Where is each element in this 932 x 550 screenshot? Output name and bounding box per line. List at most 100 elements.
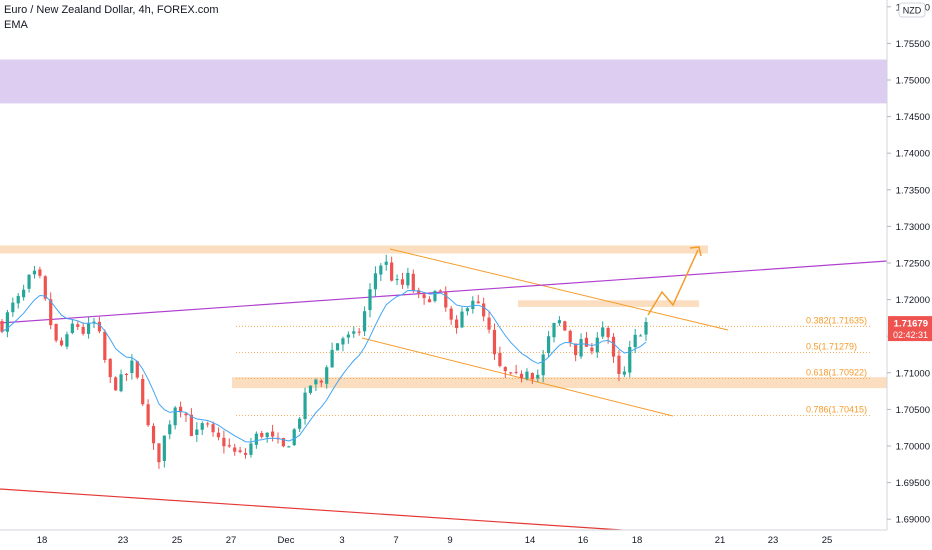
candle-body [379, 265, 383, 275]
candle [325, 365, 329, 389]
candle [357, 327, 361, 336]
candle [362, 306, 367, 336]
fib-label: 0.5(1.71279) [806, 341, 857, 351]
last-price-bg [888, 316, 932, 342]
candle-body [341, 338, 345, 345]
candle-body [427, 299, 432, 303]
candle-body [308, 385, 313, 393]
candle [330, 342, 334, 368]
candle [373, 266, 378, 297]
candle [628, 340, 632, 378]
fib-label: 0.786(1.70415) [806, 405, 867, 415]
candle [460, 307, 464, 329]
candle [611, 333, 616, 363]
price-axis: 1.760001.755001.750001.745001.740001.735… [886, 0, 932, 530]
candle [503, 366, 507, 379]
x-tick-label: 25 [822, 535, 833, 546]
candle-body [422, 294, 426, 299]
candle-body [460, 311, 464, 328]
candle-body [216, 432, 221, 438]
candle-body [395, 279, 399, 281]
candle-body [454, 319, 459, 329]
candle-body [97, 321, 102, 332]
candle-body [628, 347, 632, 373]
candle [438, 289, 442, 292]
candle [595, 332, 599, 358]
candle-body [151, 425, 156, 444]
y-tick-label: 1.74500 [896, 112, 930, 123]
candle-body [579, 339, 583, 357]
candle [536, 369, 540, 383]
y-tick-label: 1.73500 [896, 185, 930, 196]
candle [108, 358, 112, 384]
candle [319, 379, 323, 387]
candle [487, 310, 491, 334]
candle [368, 283, 372, 318]
candle-body [119, 374, 123, 392]
candle [195, 422, 199, 442]
candle-body [22, 289, 26, 298]
candle [130, 354, 134, 380]
candle [476, 294, 480, 304]
candle [525, 368, 529, 381]
candle-body [130, 360, 134, 373]
candle [433, 289, 437, 303]
candle-body [492, 329, 497, 355]
x-tick-label: 21 [715, 535, 726, 546]
candle-body [357, 331, 361, 333]
candle-body [168, 424, 172, 435]
channel-lower [361, 337, 674, 417]
ema-line [1, 289, 647, 443]
candle [303, 387, 307, 425]
candle [465, 306, 470, 316]
candle [314, 378, 318, 392]
candle-body [157, 443, 161, 463]
candle-body [449, 308, 453, 320]
candle [243, 448, 248, 459]
candle-body [433, 291, 437, 302]
candle-body [303, 392, 307, 419]
candle [292, 427, 296, 447]
candle-body [249, 443, 253, 455]
candle [54, 323, 58, 343]
x-tick-label: 16 [578, 535, 589, 546]
x-tick-label: 23 [768, 535, 779, 546]
y-tick-label: 1.69500 [896, 478, 930, 489]
projection-path [647, 249, 699, 316]
candle [227, 438, 231, 448]
candle-body [243, 452, 248, 455]
candle-body [584, 337, 589, 347]
candle-body [292, 429, 296, 446]
candle [189, 408, 194, 437]
candle-body [54, 323, 58, 341]
candle-body [384, 261, 388, 265]
candle [233, 443, 237, 456]
candle [509, 371, 513, 375]
candle [184, 412, 188, 423]
x-tick-label: 14 [525, 535, 536, 546]
candle [249, 437, 253, 458]
candle [341, 336, 345, 352]
candle-body [411, 273, 415, 292]
candle-body [546, 336, 551, 354]
zone-support-orange [232, 377, 887, 389]
candle-body [519, 373, 524, 379]
candle-body [227, 445, 231, 447]
y-tick-label: 1.72500 [896, 259, 930, 270]
candle [579, 333, 583, 359]
fib-label: 0.382(1.71635) [806, 315, 867, 325]
indicator-label: EMA [4, 19, 28, 31]
candle [471, 296, 475, 314]
candle-body [530, 372, 534, 380]
candle-body [417, 290, 421, 294]
candle-body [541, 354, 545, 376]
candle-body [298, 418, 302, 429]
trendline-red [0, 488, 623, 530]
candle-body [622, 371, 626, 375]
candle [76, 321, 80, 331]
candle [16, 293, 20, 309]
candle-body [59, 340, 64, 346]
